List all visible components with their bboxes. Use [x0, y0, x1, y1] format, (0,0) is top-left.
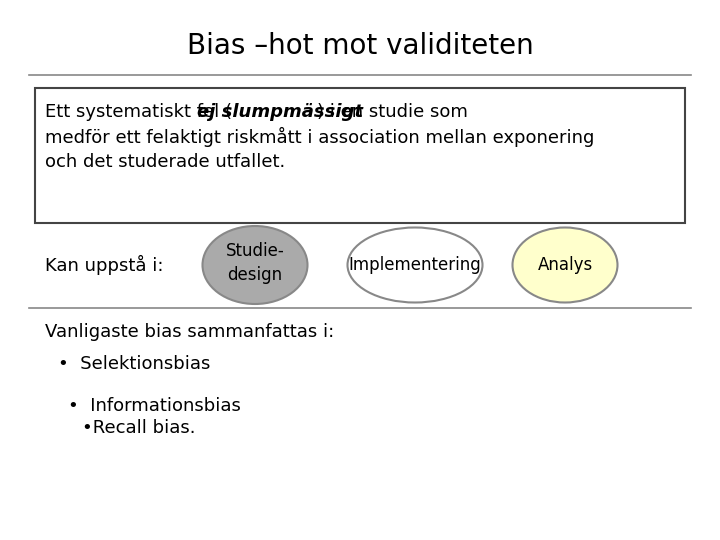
Text: •  Selektionsbias: • Selektionsbias — [58, 355, 210, 373]
Text: ej slumpmässigt: ej slumpmässigt — [197, 103, 363, 121]
Text: Bias –hot mot validiteten: Bias –hot mot validiteten — [186, 32, 534, 60]
Text: •Recall bias.: •Recall bias. — [82, 419, 196, 437]
Text: medför ett felaktigt riskmått i association mellan exponering: medför ett felaktigt riskmått i associat… — [45, 127, 595, 147]
Text: Kan uppstå i:: Kan uppstå i: — [45, 255, 163, 275]
Text: Studie-
design: Studie- design — [225, 242, 284, 284]
Text: Ett systematiskt fel (: Ett systematiskt fel ( — [45, 103, 232, 121]
Text: Implementering: Implementering — [348, 256, 482, 274]
Ellipse shape — [348, 227, 482, 302]
Ellipse shape — [202, 226, 307, 304]
Text: ) i en studie som: ) i en studie som — [317, 103, 468, 121]
Text: Vanligaste bias sammanfattas i:: Vanligaste bias sammanfattas i: — [45, 323, 334, 341]
Text: och det studerade utfallet.: och det studerade utfallet. — [45, 153, 285, 171]
Text: Analys: Analys — [537, 256, 593, 274]
Ellipse shape — [513, 227, 618, 302]
Text: •  Informationsbias: • Informationsbias — [68, 397, 241, 415]
